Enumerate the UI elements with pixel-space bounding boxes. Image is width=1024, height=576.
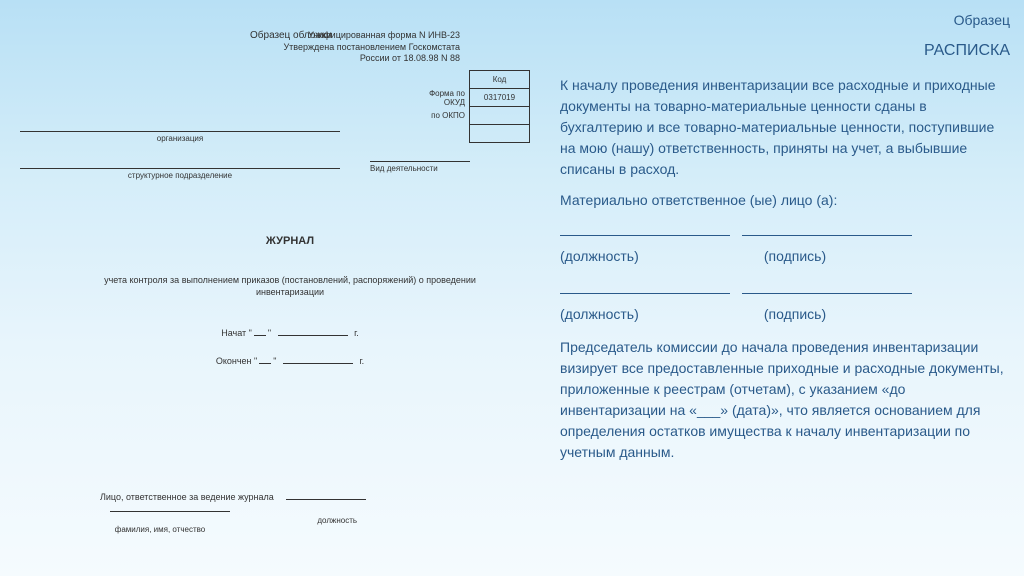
receipt-text: Образец РАСПИСКА К началу проведения инв… (560, 10, 1010, 473)
receipt-title: РАСПИСКА (560, 39, 1010, 63)
form-template: Образец обложки Унифицированная форма N … (0, 0, 550, 576)
journal-block: ЖУРНАЛ учета контроля за выполнением при… (100, 235, 480, 384)
activity-field: Вид деятельности (370, 150, 470, 173)
sample-label: Образец (560, 10, 1010, 31)
signature-line-1 (742, 222, 912, 236)
org-fields: организация структурное подразделение (20, 120, 340, 194)
signature-row-1 (560, 221, 1010, 242)
resp-name-line (110, 502, 230, 512)
resp-name-sublabel: фамилия, имя, отчество (100, 525, 220, 534)
activity-input-line (370, 150, 470, 162)
signature-label-1: (подпись) (764, 248, 826, 264)
code-header: Код (470, 71, 530, 89)
position-label-1: (должность) (560, 246, 760, 267)
subdiv-input-line (20, 157, 340, 169)
org-input-line (20, 120, 340, 132)
year-suffix-2: г. (359, 356, 364, 366)
signature-labels-1: (должность) (подпись) (560, 246, 1010, 267)
receipt-body: К началу проведения инвентаризации все р… (560, 75, 1010, 463)
activity-label: Вид деятельности (370, 164, 470, 173)
resp-sublabels: должность фамилия, имя, отчество (100, 516, 500, 534)
signature-row-2 (560, 279, 1010, 300)
responsible-block: Лицо, ответственное за ведение журнала д… (100, 490, 500, 534)
position-line-1 (560, 222, 730, 236)
form-id-line2: Утверждена постановлением Госкомстата (283, 42, 460, 54)
journal-title: ЖУРНАЛ (100, 235, 480, 247)
ended-label: Окончен (216, 356, 252, 366)
receipt-para2: Материально ответственное (ые) лицо (а): (560, 190, 1010, 211)
org-label: организация (20, 134, 340, 143)
code-table: Код Форма по ОКУД0317019 по ОКПО (410, 70, 531, 143)
form-identifier: Унифицированная форма N ИНВ-23 Утвержден… (283, 30, 460, 65)
ended-row: Окончен "" г. (100, 356, 480, 366)
receipt-para3: Председатель комиссии до начала проведен… (560, 337, 1010, 463)
resp-pos-sublabel: должность (292, 516, 382, 525)
okpo-label: по ОКПО (410, 107, 470, 125)
form-id-line1: Унифицированная форма N ИНВ-23 (283, 30, 460, 42)
journal-subtitle: учета контроля за выполнением приказов (… (100, 275, 480, 298)
okud-value: 0317019 (470, 89, 530, 107)
form-id-line3: России от 18.08.98 N 88 (283, 53, 460, 65)
okpo-value (470, 107, 530, 125)
okud-label: Форма по ОКУД (410, 89, 470, 107)
responsible-label: Лицо, ответственное за ведение журнала (100, 492, 274, 502)
signature-label-2: (подпись) (764, 306, 826, 322)
year-suffix-1: г. (354, 328, 359, 338)
started-row: Начат "" г. (100, 328, 480, 338)
receipt-para1: К началу проведения инвентаризации все р… (560, 75, 1010, 180)
position-line-2 (560, 280, 730, 294)
signature-line-2 (742, 280, 912, 294)
started-label: Начат (221, 328, 246, 338)
subdiv-label: структурное подразделение (20, 171, 340, 180)
signature-labels-2: (должность) (подпись) (560, 304, 1010, 325)
resp-position-line (286, 490, 366, 500)
extra-code-cell (470, 125, 530, 143)
position-label-2: (должность) (560, 304, 760, 325)
